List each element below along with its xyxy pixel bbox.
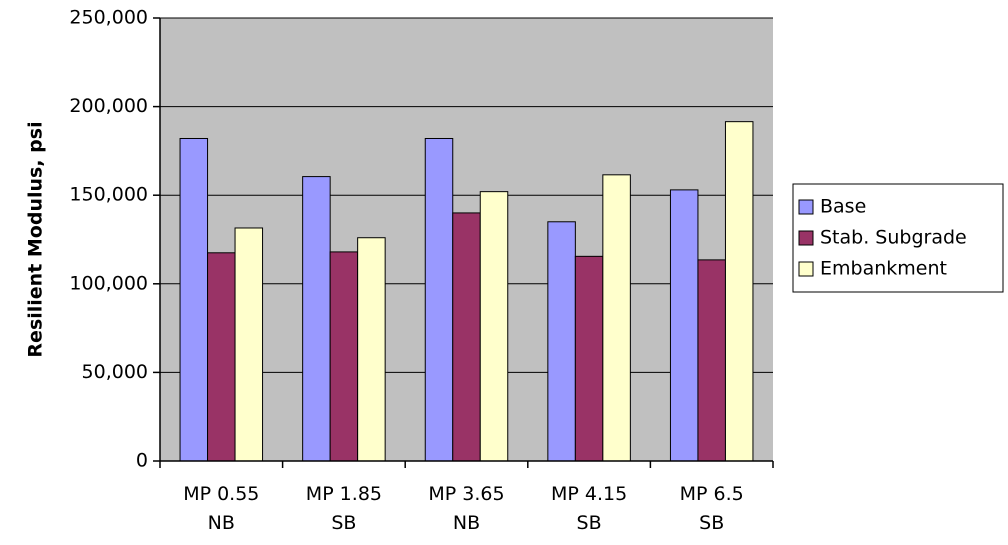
x-tick-label: NB xyxy=(208,512,235,534)
y-tick-label: 250,000 xyxy=(69,7,148,29)
x-axis-ticks: MP 0.55 NB MP 1.85 SB MP 3.65 NB MP 4.15 SB MP 6… xyxy=(159,461,774,534)
y-tick-label: 200,000 xyxy=(69,95,148,117)
bar-stab-subgrade xyxy=(207,252,236,462)
x-tick-label: SB xyxy=(577,512,602,534)
y-tick-label: 50,000 xyxy=(82,361,148,383)
x-tick-label: MP 0.55 xyxy=(183,483,259,505)
bar-stab-subgrade xyxy=(452,212,481,462)
bar-base xyxy=(179,137,209,462)
legend-label: Base xyxy=(820,196,866,218)
x-tick-label: MP 4.15 xyxy=(551,483,627,505)
bar-embankment xyxy=(234,227,264,462)
bar-stab-subgrade xyxy=(697,259,726,462)
bar-embankment xyxy=(602,174,631,462)
legend-swatch xyxy=(798,261,814,277)
x-tick-label: SB xyxy=(331,512,356,534)
bar-embankment xyxy=(479,191,509,462)
y-axis-title: Resilient Modulus, psi xyxy=(25,121,47,357)
y-axis-ticks: 0 50,000 100,000 150,000 200,000 250,000 xyxy=(69,7,160,472)
legend-swatch xyxy=(798,230,814,246)
legend-label: Embankment xyxy=(820,258,947,280)
x-tick-label: SB xyxy=(699,512,724,534)
bar-base xyxy=(302,176,331,462)
bar-base xyxy=(424,137,454,462)
legend: Base Stab. Subgrade Embankment xyxy=(792,183,1004,293)
y-tick-label: 150,000 xyxy=(69,184,148,206)
bar-base xyxy=(669,189,699,462)
x-tick-label: NB xyxy=(453,512,480,534)
bar-base xyxy=(547,221,576,462)
bar-stab-subgrade xyxy=(329,251,359,462)
legend-label: Stab. Subgrade xyxy=(820,227,967,249)
bar-embankment xyxy=(724,121,754,462)
legend-swatch xyxy=(798,199,814,215)
x-tick-label: MP 6.5 xyxy=(680,483,744,505)
y-tick-label: 100,000 xyxy=(69,272,148,294)
legend-box xyxy=(792,183,1004,293)
bar-stab-subgrade xyxy=(574,255,604,462)
bars xyxy=(179,121,754,462)
y-tick-label: 0 xyxy=(136,450,148,472)
x-tick-label: MP 1.85 xyxy=(306,483,382,505)
x-tick-label: MP 3.65 xyxy=(428,483,504,505)
bar-embankment xyxy=(357,237,386,462)
